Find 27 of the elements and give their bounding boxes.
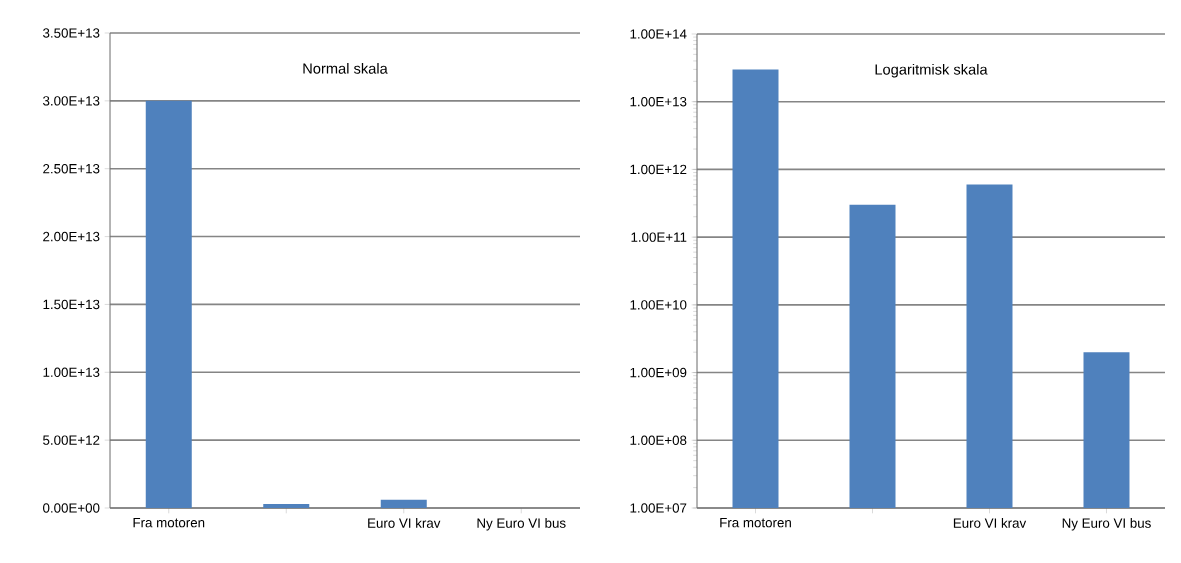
bar	[145, 100, 192, 508]
y-tick-label: 3.50E+13	[43, 28, 100, 38]
x-tick-label: Euro VI krav	[368, 518, 441, 528]
y-tick-label: 3.00E+13	[43, 96, 100, 106]
x-tick-label: Euro VI krav	[953, 518, 1027, 528]
y-tick-label: 1.00E+13	[630, 96, 687, 107]
y-tick-label: 1.00E+10	[630, 300, 687, 310]
text: Logaritmisk skala	[875, 63, 988, 78]
y-tick-label: 1.00E+12	[630, 164, 687, 175]
bar	[263, 503, 310, 508]
x-tick-label: Fra motoren	[720, 518, 791, 528]
y-tick-label: 1.00E+11	[631, 232, 687, 242]
y-tick-label: 2.50E+13	[43, 164, 100, 174]
y-tick-label: 1.00E+07	[630, 503, 687, 513]
y-tick-label: 2.00E+13	[43, 231, 100, 242]
x-tick-label: Fra motoren	[133, 518, 205, 528]
y-tick-label: 5.00E+12	[43, 435, 100, 445]
y-tick-label: 1.00E+13	[43, 367, 100, 377]
y-tick-label: 1.00E+14	[630, 29, 687, 39]
x-tick-label: Ny Euro VI bus	[477, 518, 566, 531]
y-tick-label: 0.00E+00	[43, 503, 100, 513]
y-tick-label: 1.00E+09	[630, 367, 687, 378]
y-tick-label: 1.50E+13	[43, 299, 100, 310]
y-tick-label: 1.00E+08	[630, 435, 687, 445]
text: Normal skala	[303, 62, 388, 74]
x-tick-label: Ny Euro VI bus	[1062, 518, 1151, 531]
bar	[380, 499, 427, 508]
